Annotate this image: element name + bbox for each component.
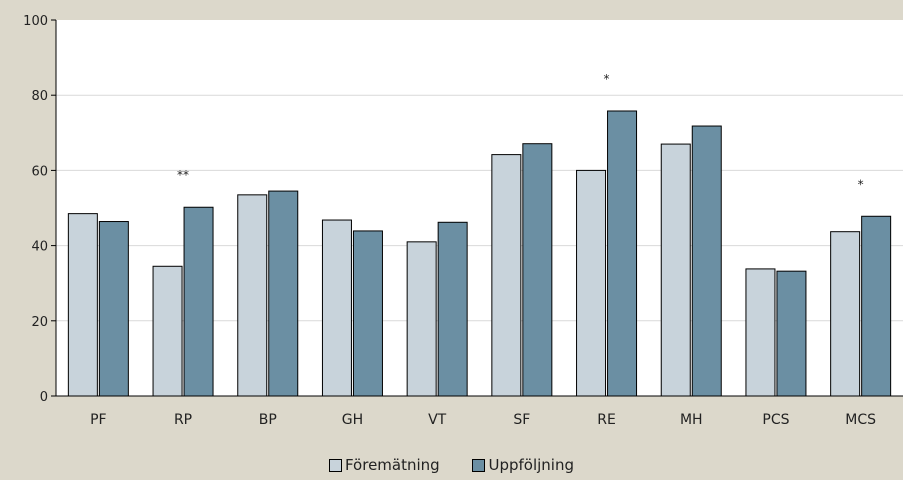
y-tick-label-20: 20 [31, 315, 48, 330]
bar-re-uppfoljning [607, 110, 638, 397]
legend-label-foremating: Föremätning [344, 456, 440, 474]
legend-swatch-foremating [328, 458, 342, 472]
annotation-mcs: * [858, 177, 864, 191]
bar-sf-uppfoljning [522, 143, 553, 397]
bar-bp-foremating [237, 194, 268, 397]
bar-pcs-uppfoljning [776, 270, 807, 397]
bar-pf-foremating [67, 213, 98, 397]
bar-rp-foremating [152, 265, 183, 397]
legend-label-uppfoljning: Uppföljning [488, 456, 575, 474]
y-tick-label-100: 100 [23, 14, 48, 29]
bar-rp-uppfoljning [183, 206, 214, 397]
y-tick-label-60: 60 [31, 164, 48, 179]
annotation-re: * [604, 72, 610, 86]
x-tick-label-vt: VT [428, 412, 447, 428]
bar-gh-uppfoljning [352, 230, 383, 397]
x-tick-label-bp: BP [259, 412, 277, 428]
bar-gh-foremating [321, 219, 352, 397]
y-tick-label-0: 0 [40, 390, 48, 405]
bar-mh-foremating [660, 143, 691, 397]
bar-bp-uppfoljning [268, 190, 299, 397]
bar-mh-uppfoljning [691, 125, 722, 397]
bar-mcs-uppfoljning [861, 215, 892, 397]
x-tick-label-mh: MH [680, 412, 703, 428]
x-tick-label-pf: PF [90, 412, 107, 428]
y-tick-label-80: 80 [31, 89, 48, 104]
legend: Föremätning Uppföljning [0, 456, 903, 476]
bar-pcs-foremating [745, 268, 776, 397]
annotation-rp: ** [177, 168, 189, 182]
bar-vt-uppfoljning [437, 221, 468, 397]
significance-annotations: **** [177, 72, 864, 191]
x-tick-label-gh: GH [342, 412, 363, 428]
bar-sf-foremating [491, 154, 522, 397]
x-tick-label-pcs: PCS [762, 412, 789, 428]
legend-item-uppfoljning: Uppföljning [472, 456, 574, 474]
bar-pf-uppfoljning [98, 221, 129, 397]
legend-swatch-uppfoljning [472, 458, 486, 472]
bar-re-foremating [576, 169, 607, 397]
plot-area [56, 20, 903, 396]
legend-item-foremating: Föremätning [328, 456, 440, 474]
x-tick-label-rp: RP [174, 412, 192, 428]
x-tick-label-mcs: MCS [845, 412, 876, 428]
x-tick-label-re: RE [597, 412, 616, 428]
bar-mcs-foremating [830, 231, 861, 397]
y-axis-ticks: 0 20 40 60 80 100 [23, 14, 56, 405]
x-tick-label-sf: SF [513, 412, 530, 428]
bar-vt-foremating [406, 241, 437, 397]
x-axis-categories: PF RP BP GH VT SF RE MH PCS MCS [90, 412, 876, 428]
y-tick-label-40: 40 [31, 240, 48, 255]
